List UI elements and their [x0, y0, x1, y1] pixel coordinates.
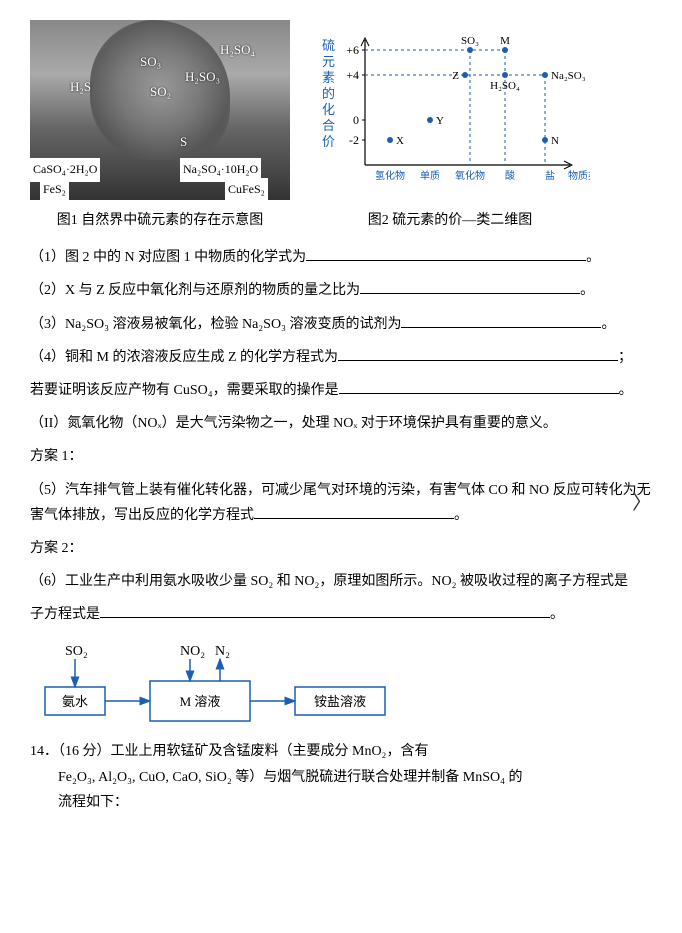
fig1-label: S — [180, 130, 187, 153]
diagram-box1: 氨水 — [62, 694, 88, 709]
fig1-box-label: FeS₂ — [40, 178, 69, 200]
plan-2-label: 方案 2： — [30, 536, 652, 561]
q4b-text: 若要证明该反应产物有 CuSO₄，需要采取的操作是 — [30, 383, 339, 398]
plan-1-label: 方案 1： — [30, 444, 652, 469]
fig1-label: H₂SO₃ — [185, 65, 220, 88]
svg-text:氢化物: 氢化物 — [375, 169, 405, 182]
question-4b: 若要证明该反应产物有 CuSO₄，需要采取的操作是。 — [30, 378, 652, 403]
q14-head: 14．（16 分）工业上用软锰矿及含锰废料（主要成分 MnO₂，含有 — [30, 739, 652, 764]
blank — [401, 313, 601, 328]
question-14: 14．（16 分）工业上用软锰矿及含锰废料（主要成分 MnO₂，含有 Fe₂O₃… — [30, 739, 652, 815]
svg-text:硫: 硫 — [322, 38, 335, 53]
question-6-blank: 子方程式是。 — [30, 602, 652, 627]
svg-text:元: 元 — [322, 54, 335, 69]
q3-text: （3）Na₂SO₃ 溶液易被氧化，检验 Na₂SO₃ 溶液变质的试剂为 — [30, 317, 401, 332]
question-6: （6）工业生产中利用氨水吸收少量 SO₂ 和 NO₂，原理如图所示。NO₂ 被吸… — [30, 569, 652, 594]
blank — [254, 504, 454, 519]
caption-1: 图1 自然界中硫元素的存在示意图 — [30, 208, 290, 233]
svg-text:单质: 单质 — [420, 170, 440, 182]
svg-text:化: 化 — [322, 102, 335, 117]
blank — [339, 379, 619, 394]
q1-text: （1）图 2 中的 N 对应图 1 中物质的化学式为 — [30, 250, 306, 265]
question-5: （5）汽车排气管上装有催化转化器，可减少尾气对环境的污染，有害气体 CO 和 N… — [30, 478, 652, 528]
blank — [338, 346, 618, 361]
fig1-label: H₂SO₄ — [220, 38, 255, 61]
q14-line2: Fe₂O₃, Al₂O₃, CuO, CaO, SiO₂ 等）与烟气脱硫进行联合… — [58, 765, 652, 790]
flow-diagram: SO₂ 氨水 NO₂ N₂ M 溶液 铵盐溶液 — [30, 637, 652, 727]
figure-1: SO₃H₂SO₄H₂SSO₂H₂SO₃SCaSO₄·2H₂ONa₂SO₄·10H… — [30, 20, 290, 200]
question-4a: （4）铜和 M 的浓溶液反应生成 Z 的化学方程式为； — [30, 345, 652, 370]
diagram-in2: NO₂ — [180, 644, 205, 659]
svg-text:氧化物: 氧化物 — [455, 169, 485, 182]
diagram-box2: M 溶液 — [180, 694, 221, 709]
section-2: （II）氮氧化物（NOₓ）是大气污染物之一，处理 NOₓ 对于环境保护具有重要的… — [30, 411, 652, 436]
chevron-right-icon: 〉 — [632, 485, 652, 521]
svg-text:SO₃: SO₃ — [461, 35, 479, 47]
fig1-box-label: CuFeS₂ — [225, 178, 268, 200]
q4a-text: （4）铜和 M 的浓溶液反应生成 Z 的化学方程式为 — [30, 350, 338, 365]
question-1: （1）图 2 中的 N 对应图 1 中物质的化学式为。 — [30, 245, 652, 270]
svg-text:合: 合 — [322, 118, 335, 133]
diagram-in3: N₂ — [215, 644, 230, 659]
svg-text:M: M — [500, 35, 510, 47]
blank — [306, 246, 586, 261]
diagram-box3: 铵盐溶液 — [314, 694, 366, 709]
svg-text:+4: +4 — [346, 68, 359, 82]
svg-text:-2: -2 — [349, 133, 359, 147]
svg-text:盐: 盐 — [545, 169, 555, 182]
svg-text:N: N — [551, 135, 559, 147]
question-3: （3）Na₂SO₃ 溶液易被氧化，检验 Na₂SO₃ 溶液变质的试剂为。 — [30, 312, 652, 337]
caption-2: 图2 硫元素的价—类二维图 — [310, 208, 590, 233]
diagram-in1: SO₂ — [65, 644, 88, 659]
fig1-label: H₂S — [70, 75, 91, 98]
svg-text:的: 的 — [322, 86, 335, 101]
question-2: （2）X 与 Z 反应中氧化剂与还原剂的物质的量之比为。 — [30, 278, 652, 303]
svg-text:Na₂SO₃: Na₂SO₃ — [551, 70, 586, 82]
q2-text: （2）X 与 Z 反应中氧化剂与还原剂的物质的量之比为 — [30, 283, 360, 298]
svg-text:+6: +6 — [346, 43, 359, 57]
blank — [100, 603, 550, 618]
blank — [360, 279, 580, 294]
svg-text:X: X — [396, 135, 404, 147]
svg-text:酸: 酸 — [505, 169, 515, 182]
svg-text:H₂SO₄: H₂SO₄ — [490, 80, 520, 92]
q6-text: （6）工业生产中利用氨水吸收少量 SO₂ 和 NO₂，原理如图所示。NO₂ 被吸… — [30, 574, 628, 589]
fig1-label: SO₃ — [140, 50, 161, 73]
fig1-label: SO₂ — [150, 80, 171, 103]
svg-text:Z: Z — [452, 70, 459, 82]
svg-text:素: 素 — [322, 70, 335, 85]
svg-text:价: 价 — [322, 134, 335, 149]
svg-text:0: 0 — [353, 113, 359, 127]
figure-2: 硫元素的化合价 +6 +4 0 -2 氢化物 单质 氧化物 酸 盐物质类别 SO₃ M Z H₂SO₄ Na… — [310, 20, 590, 200]
svg-text:Y: Y — [436, 115, 444, 127]
svg-text:物质类别: 物质类别 — [568, 169, 590, 182]
q14-line3: 流程如下： — [58, 790, 652, 815]
